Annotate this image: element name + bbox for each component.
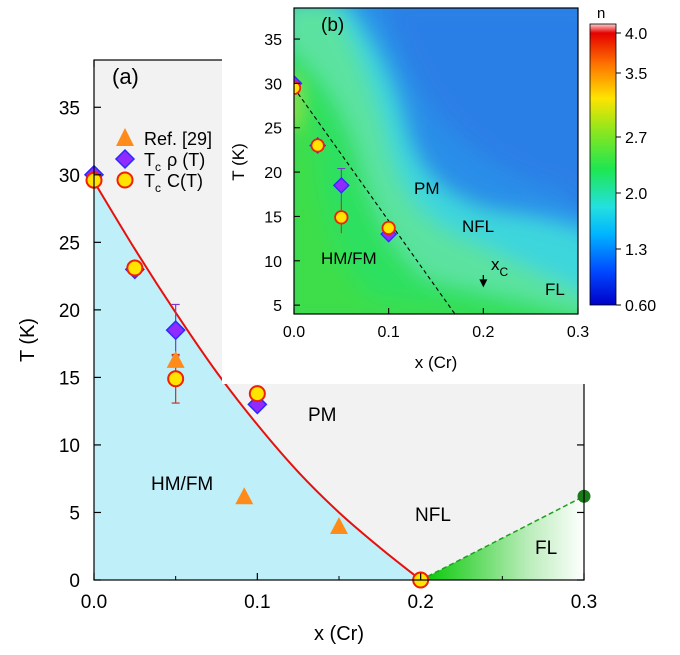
colorbar-tick-label: 3.5 [625,66,647,83]
colorbar-tick-label: 4.0 [625,26,647,43]
data-point-tc-c [248,385,266,403]
y-tick-label-a: 10 [59,436,80,457]
legend-marker-tc-c [116,171,134,189]
axis-title-x-b: x (Cr) [415,353,457,372]
xc-label-x: x [491,255,500,274]
legend-label-tc-c: Tc C(T) [144,171,203,195]
phase-boundary-line [94,181,422,580]
panel-a-marks [83,164,591,589]
inset-frame [293,7,579,315]
y-tick-label-b: 15 [264,209,282,226]
inset-ticks: 0.0 0.1 0.2 0.3 5 10 15 20 25 30 35 [264,32,589,341]
data-point-ref29 [235,487,254,505]
inset-region-label-pm: PM [414,179,440,198]
y-tick-label-a: 30 [59,166,80,187]
x-tick-label-b: 0.0 [283,324,305,341]
panel-b-inset: 0.0 0.1 0.2 0.3 5 10 15 20 25 30 35 (b) PM NFL HM/… [222,0,680,384]
panel-a-label: (a) [112,64,139,89]
panel-a-ticks: 0.0 0.1 0.2 0.3 0 5 10 15 20 25 30 35 [59,60,597,613]
inset-heatmap [294,8,578,314]
inset-region-label-nfl: NFL [462,217,494,236]
colorbar-title: n [597,5,605,22]
axis-title-y-b: T (K) [229,143,248,180]
legend: Ref. [29] Tc ρ (T) Tc C(T) [114,128,212,195]
y-tick-label-b: 25 [264,121,282,138]
inset-region-label-fl: FL [545,280,565,299]
colorbar-gradient [590,33,616,305]
panel-b-label: (b) [321,15,344,36]
inset-dashed-boundary [294,87,456,314]
heatmap-colour-field [294,8,578,314]
data-point-ref29 [330,516,348,534]
legend-tc-c-sub: c [155,181,161,195]
y-tick-label-b: 20 [264,165,282,182]
xc-arrow-head [479,279,488,288]
y-tick-label-a: 20 [59,301,80,322]
y-tick-label-a: 0 [69,571,80,592]
region-label-pm: PM [308,405,337,426]
region-label-fl: FL [535,538,557,559]
x-tick-label-a: 0.2 [407,592,433,613]
x-tick-label-b: 0.1 [378,324,400,341]
data-point-tc-c [126,259,144,277]
legend-tc-rho-fn: ρ (T) [167,150,205,170]
inset-point-tc-c [310,138,325,153]
data-point-ref29 [166,350,185,368]
inset-point-tc-c [334,210,349,225]
region-label-nfl: NFL [415,505,451,526]
legend-marker-ref29 [116,128,134,146]
colorbar-frame [589,23,617,306]
inset-point-tc-rho [332,176,350,194]
x-tick-label-b: 0.3 [567,324,589,341]
legend-marker-tc-rho [114,148,136,170]
y-tick-label-b: 35 [264,32,282,49]
y-tick-label-b: 10 [264,254,282,271]
panel-a-lines [94,181,584,580]
colorbar: n 4.0 3.5 2.7 2.0 1.3 0.60 [589,5,656,315]
legend-tc-rho-t: T [144,150,155,170]
colorbar-tick-label: 2.7 [625,130,647,147]
data-point-tc-rho [165,320,186,341]
inset-point-tc-c [294,80,302,95]
legend-tc-rho-sub: c [155,160,161,174]
region-label-hmfm: HM/FM [151,474,213,495]
y-tick-label-a: 15 [59,368,80,389]
region-fill-hmfm [94,181,421,580]
axis-title-x-a: x (Cr) [314,623,364,645]
y-tick-label-a: 5 [69,503,80,524]
legend-label-ref29: Ref. [29] [144,129,212,149]
axis-title-y-a: T (K) [17,318,39,362]
data-point-tc-c [167,370,185,388]
xc-label: xC [491,255,509,279]
legend-tc-c-t: T [144,171,155,191]
colorbar-tick-label: 1.3 [625,242,647,259]
colorbar-ticks: 4.0 3.5 2.7 2.0 1.3 0.60 [616,26,656,315]
legend-label-tc-rho: Tc ρ (T) [144,150,205,174]
x-tick-label-b: 0.2 [472,324,494,341]
x-tick-label-a: 0.0 [81,592,107,613]
xc-label-sub: C [500,265,509,279]
inset-region-label-hmfm: HM/FM [321,249,377,268]
x-tick-label-a: 0.1 [244,592,270,613]
colorbar-overflow [590,24,616,33]
inset-marks [294,74,398,243]
y-tick-label-b: 30 [264,76,282,93]
y-tick-label-a: 35 [59,98,80,119]
inset-lines [294,87,488,314]
legend-tc-c-fn: C(T) [167,171,203,191]
colorbar-tick-label: 2.0 [625,186,647,203]
colorbar-tick-label: 0.60 [625,298,656,315]
inset-point-tc-c [381,220,396,236]
y-tick-label-a: 25 [59,233,80,254]
x-tick-label-a: 0.3 [571,592,597,613]
y-tick-label-b: 5 [273,298,282,315]
fl-boundary-line [420,495,584,580]
